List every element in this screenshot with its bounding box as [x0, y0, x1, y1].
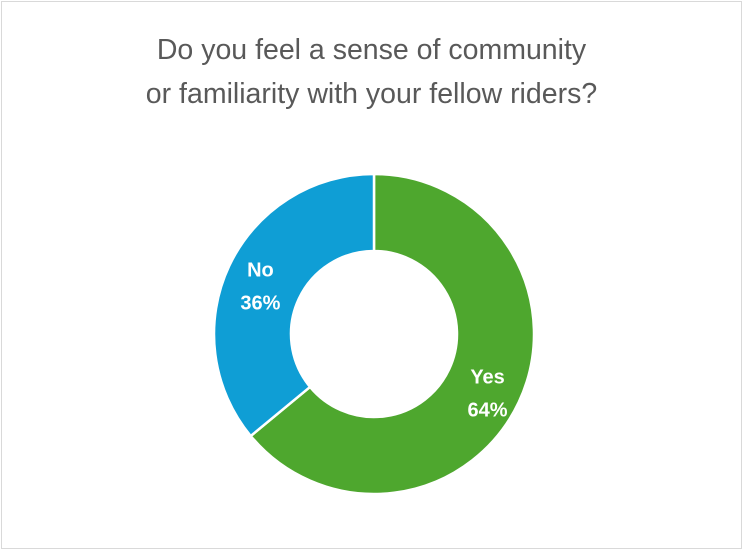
- donut-slices: [212, 172, 536, 496]
- donut-labels: Yes 64% No 36%: [240, 260, 507, 422]
- slice-no: [212, 172, 376, 438]
- slice-yes: [248, 172, 536, 496]
- chart-title: Do you feel a sense of community or fami…: [145, 34, 598, 110]
- slice-value-label: 64%: [468, 399, 508, 421]
- slice-value-label: 36%: [240, 293, 280, 315]
- slice-category-label: Yes: [470, 366, 504, 388]
- slice-category-label: No: [247, 260, 274, 282]
